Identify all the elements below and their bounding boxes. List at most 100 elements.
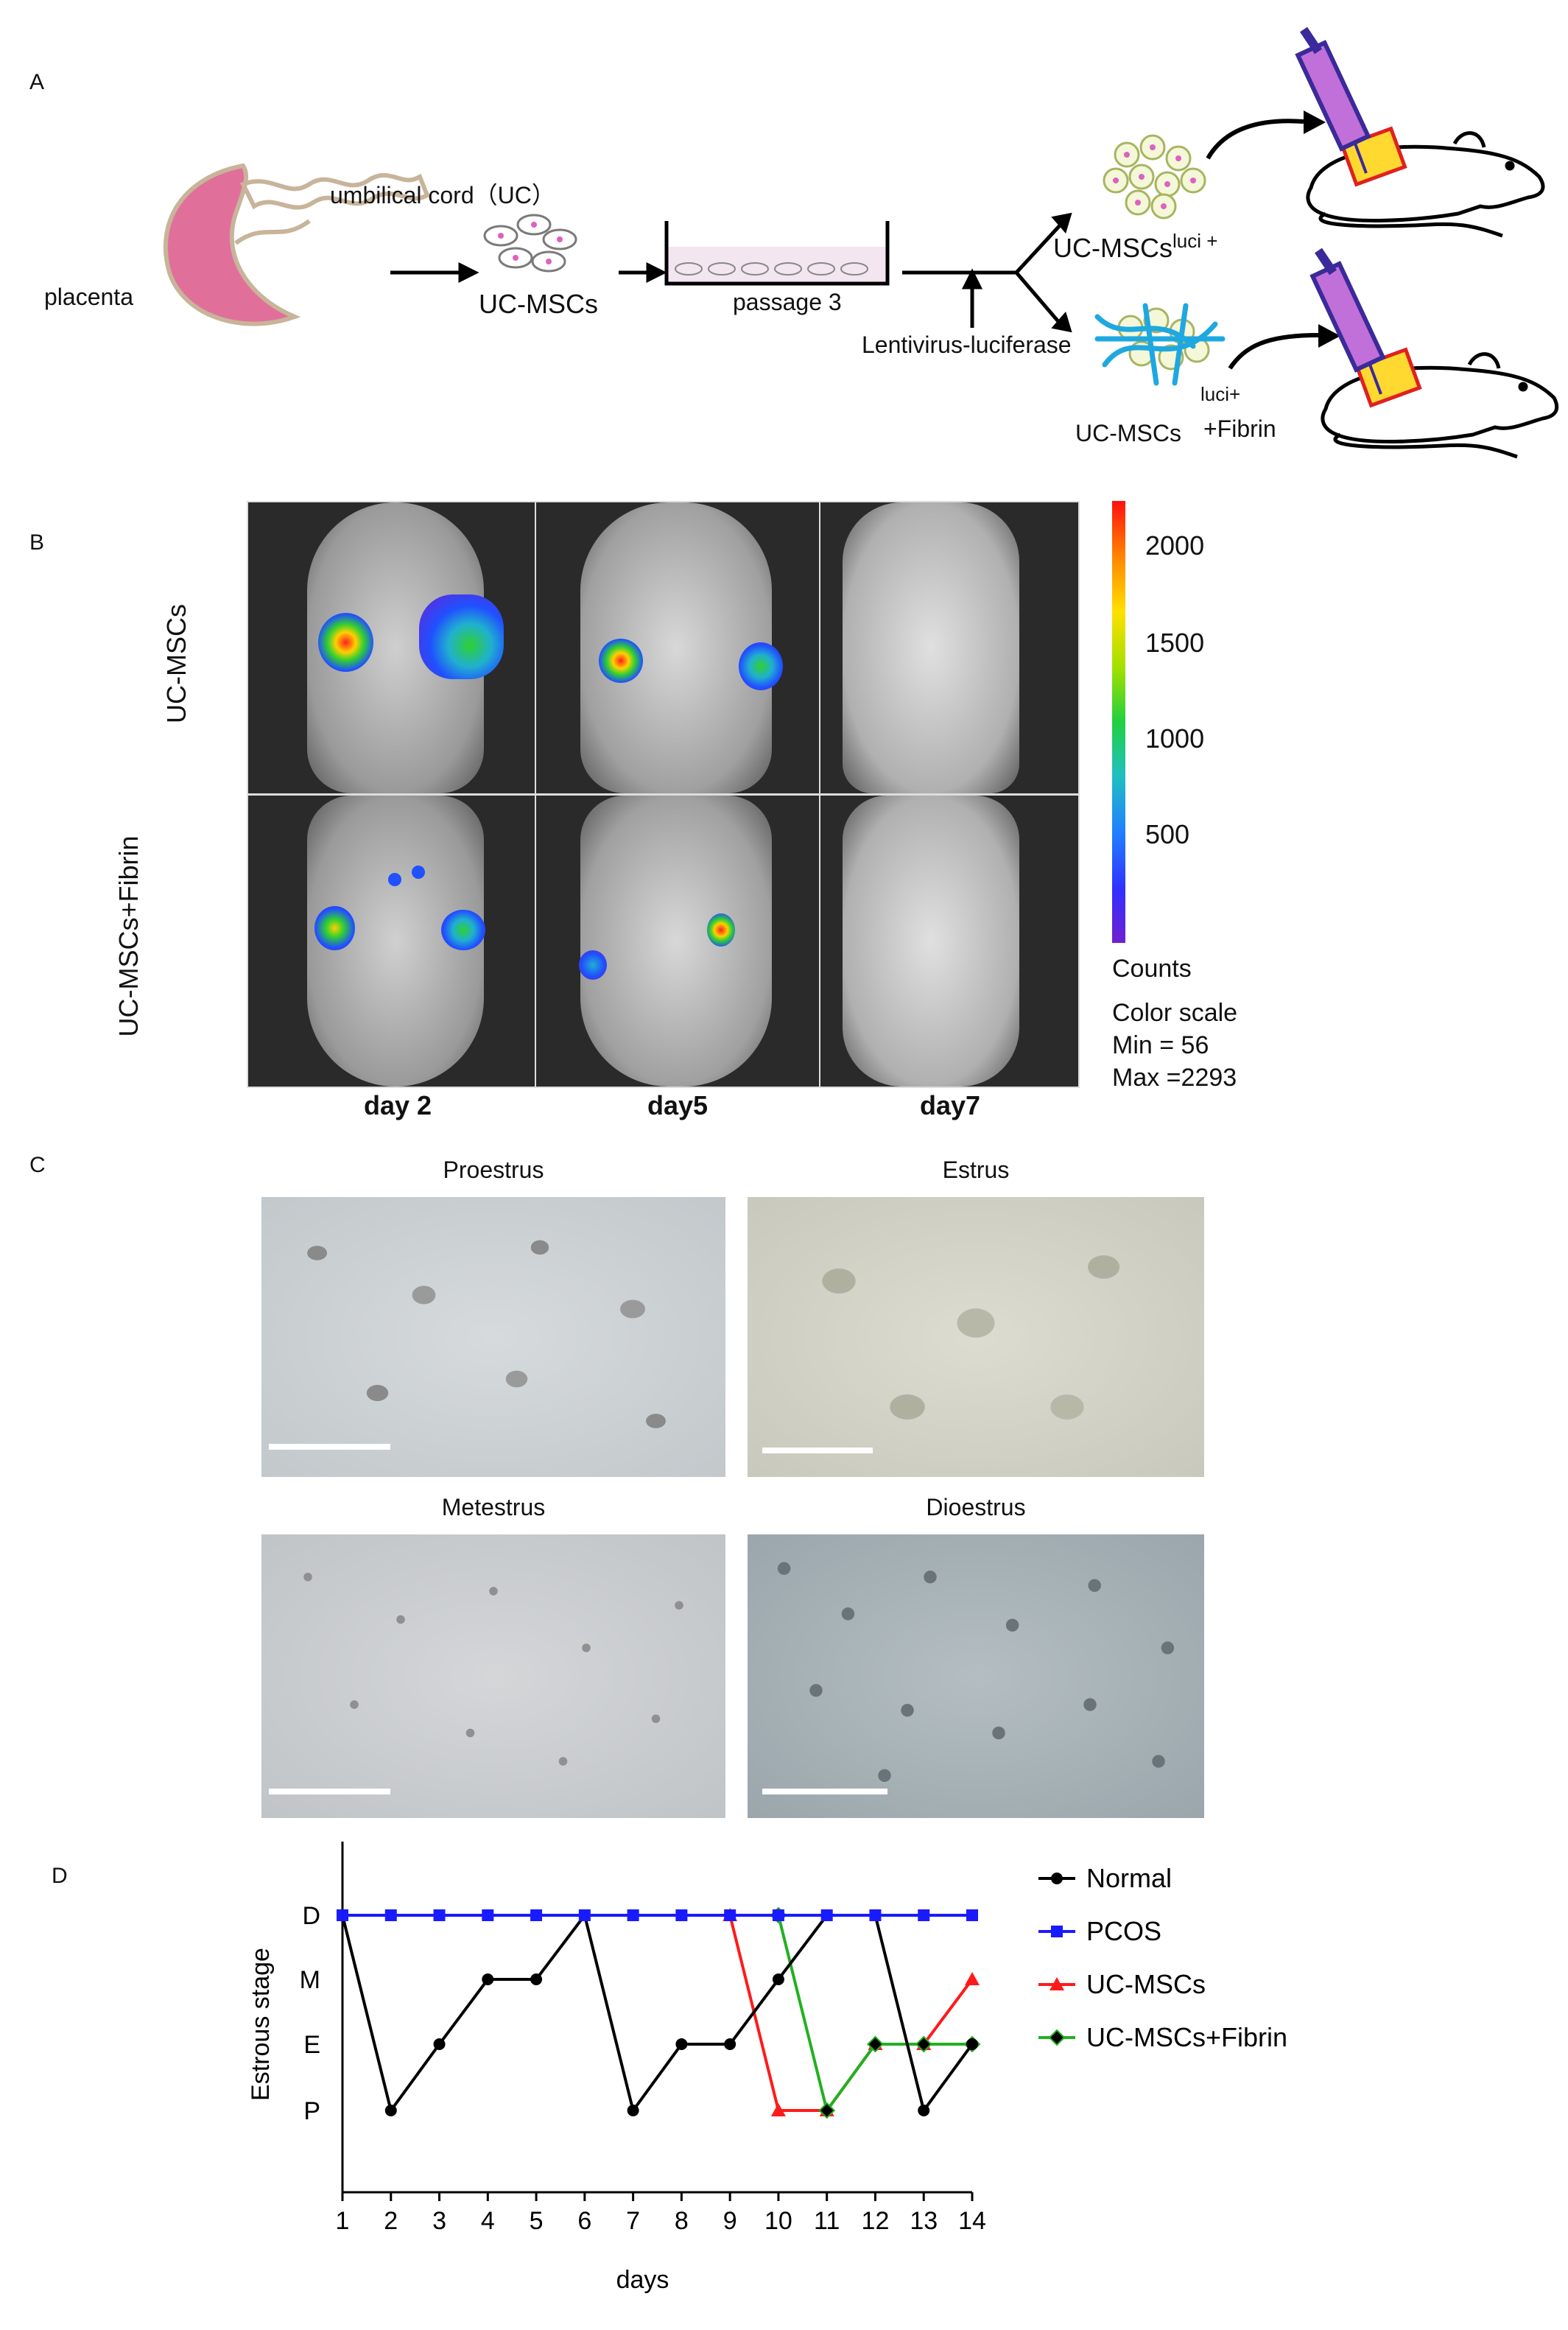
row-label-uc-mscs-fibrin: UC-MSCs+Fibrin: [113, 835, 144, 1037]
mouse-icon: [1321, 352, 1559, 459]
x-tick-label: 10: [764, 2207, 792, 2235]
scale-bar: [762, 1789, 887, 1794]
data-point: [770, 2103, 786, 2116]
umbilical-cord-shape: [239, 172, 430, 210]
data-point: [530, 1973, 543, 1985]
data-point: [482, 1973, 494, 1985]
y-axis-label: Estrous stage: [247, 1948, 275, 2101]
x-tick-label: 11: [814, 2207, 840, 2235]
data-point: [1050, 1977, 1064, 1990]
colorbar: [1112, 501, 1125, 943]
x-tick-label: 1: [336, 2207, 350, 2235]
passage-label: passage 3: [733, 289, 842, 315]
data-point: [772, 1973, 784, 1985]
schematic-diagram: [163, 27, 1559, 459]
series-pcos: [337, 1909, 978, 1921]
legend-label: PCOS: [1086, 1916, 1161, 1946]
x-tick-label: 14: [958, 2207, 986, 2235]
min-label: Min = 56: [1112, 1031, 1209, 1059]
umbilical-cord-label: umbilical cord（UC）: [330, 182, 555, 208]
colorbar-tick-500: 500: [1145, 819, 1190, 849]
data-point: [724, 1909, 736, 1921]
x-tick-label: 9: [723, 2207, 737, 2235]
data-point: [915, 2035, 932, 2053]
panel-label-a: A: [29, 70, 45, 94]
x-tick-label: 2: [384, 2207, 398, 2235]
bottom-product-label: UC-MSCs +Fibrin: [1075, 415, 1276, 446]
data-point: [627, 1909, 639, 1921]
x-tick-label: 12: [862, 2207, 890, 2235]
data-point: [867, 2035, 884, 2053]
data-point: [966, 2038, 978, 2050]
data-point: [966, 1909, 978, 1921]
panel-label-c: C: [29, 1153, 46, 1177]
lentivirus-label: Lentivirus-luciferase: [862, 331, 1072, 358]
culture-dish-icon: [664, 221, 890, 286]
micrograph-metestrus: [261, 1534, 725, 1818]
data-point: [820, 1909, 833, 1921]
title-estrus: Estrus: [942, 1157, 1010, 1183]
y-tick-label: P: [303, 2097, 320, 2125]
legend-label: UC-MSCs: [1086, 1969, 1206, 1999]
panel-label-d: D: [52, 1864, 68, 1888]
data-point: [1051, 1873, 1063, 1884]
row-label-uc-mscs: UC-MSCs: [161, 604, 191, 723]
x-tick-label: 6: [577, 2207, 591, 2235]
col-label-day7: day7: [919, 1090, 981, 1120]
color-scale-label: Color scale: [1112, 999, 1238, 1027]
data-point: [433, 1909, 446, 1921]
title-metestrus: Metestrus: [441, 1494, 546, 1520]
x-tick-label: 8: [675, 2207, 689, 2235]
col-label-day2: day 2: [363, 1090, 432, 1120]
scale-bar: [762, 1448, 873, 1453]
micrograph-estrus: [748, 1197, 1204, 1477]
colorbar-tick-1500: 1500: [1145, 628, 1205, 658]
uc-mscs-label: UC-MSCs: [479, 289, 598, 319]
bli-image-uc-mscs-day5: [535, 501, 821, 795]
syringe-icon: [1295, 27, 1371, 174]
data-point: [337, 1909, 348, 1921]
legend-label: Normal: [1086, 1863, 1172, 1893]
series-line: [341, 1912, 974, 2114]
title-dioestrus: Dioestrus: [926, 1494, 1026, 1520]
data-point: [918, 2105, 930, 2116]
series-normal: [337, 1909, 978, 2116]
x-tick-label: 7: [626, 2207, 640, 2235]
bli-image-fibrin-day5: [535, 794, 821, 1088]
y-tick-label: D: [302, 1902, 320, 1930]
colorbar-tick-2000: 2000: [1145, 530, 1205, 561]
bli-image-fibrin-day2: [247, 794, 537, 1088]
data-point: [724, 2038, 736, 2050]
x-axis-label: days: [616, 2266, 669, 2294]
y-tick-label: M: [300, 1966, 320, 1994]
title-proestrus: Proestrus: [443, 1157, 544, 1183]
data-point: [627, 2105, 639, 2116]
series-line: [776, 1915, 972, 2114]
x-tick-label: 3: [432, 2207, 446, 2235]
data-point: [918, 1909, 930, 1921]
data-point: [675, 2038, 688, 2050]
x-tick-label: 4: [481, 2207, 495, 2235]
data-point: [530, 1909, 543, 1921]
col-label-day5: day5: [647, 1090, 709, 1120]
top-product-label: UC-MSCsluci +: [1053, 230, 1218, 263]
placenta-shape: [163, 163, 301, 326]
bottom-product-sup: luci+: [1200, 383, 1241, 405]
msc-cells-icon: [483, 214, 577, 273]
y-tick-label: E: [303, 2031, 320, 2059]
x-tick-label: 13: [910, 2207, 938, 2235]
micrograph-proestrus: [261, 1197, 725, 1477]
data-point: [772, 1909, 784, 1921]
data-point: [433, 2038, 446, 2050]
data-point: [384, 1909, 397, 1921]
data-point: [869, 1909, 882, 1921]
data-point: [384, 2105, 397, 2116]
counts-label: Counts: [1112, 955, 1192, 983]
colorbar-tick-1000: 1000: [1145, 723, 1205, 754]
x-tick-label: 5: [530, 2207, 544, 2235]
data-point: [1051, 1926, 1063, 1937]
max-label: Max =2293: [1112, 1064, 1237, 1092]
legend-label: UC-MSCs+Fibrin: [1086, 2022, 1287, 2052]
data-point: [578, 1909, 591, 1921]
bli-image-fibrin-day7: [819, 794, 1080, 1088]
